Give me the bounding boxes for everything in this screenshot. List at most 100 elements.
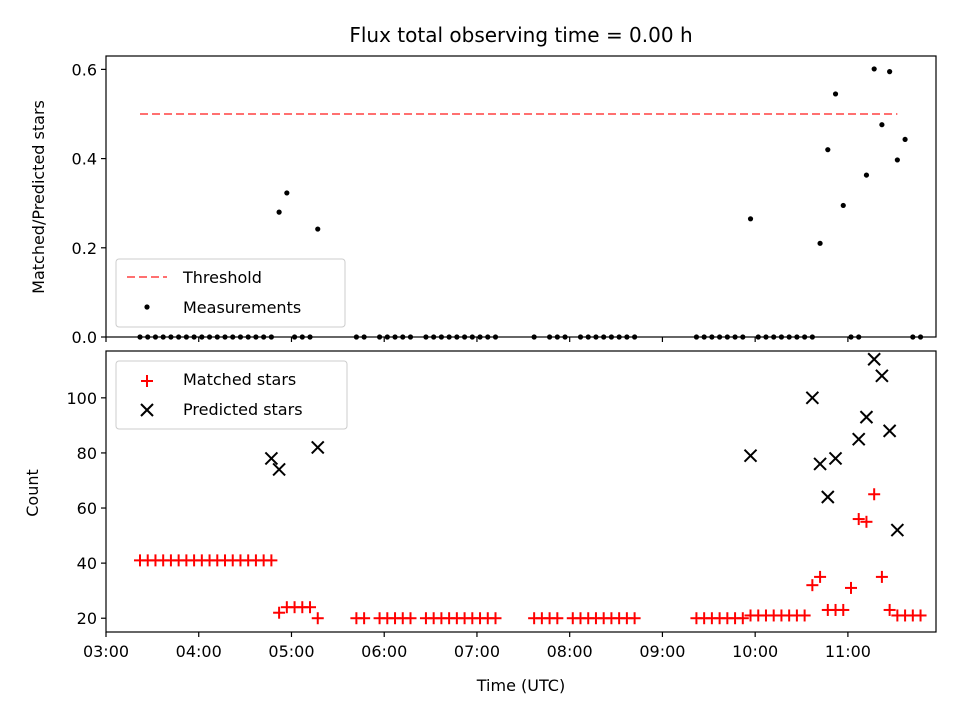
matched-star-marker	[868, 488, 881, 501]
top-y-tick-label: 0.4	[72, 150, 97, 169]
bottom-y-tick-label: 60	[77, 499, 97, 518]
top-x-axis	[105, 337, 849, 342]
matched-star-marker	[798, 609, 811, 622]
measurement-point	[809, 334, 815, 340]
measurement-point	[307, 334, 313, 340]
measurement-point	[168, 334, 174, 340]
matched-star-marker	[875, 570, 888, 583]
legend-matched-label: Matched stars	[183, 370, 296, 389]
measurement-point	[384, 334, 390, 340]
predicted-star-marker	[882, 424, 897, 438]
predicted-star-marker	[311, 440, 325, 455]
measurement-point	[160, 334, 166, 340]
measurement-point	[825, 147, 831, 153]
bottom-x-tick-label: 05:00	[268, 642, 314, 661]
predicted-star-marker	[813, 457, 827, 471]
measurement-point	[376, 334, 383, 340]
measurement-point	[701, 334, 707, 340]
measurement-point	[253, 334, 259, 340]
bottom-x-axis-label: Time (UTC)	[476, 676, 565, 695]
measurement-point	[477, 334, 483, 340]
measurement-point	[693, 334, 700, 340]
measurement-point	[856, 334, 862, 340]
measurement-point	[407, 334, 414, 340]
top-legend: Threshold Measurements	[115, 258, 346, 328]
measurement-point	[632, 334, 638, 340]
measurement-point	[585, 334, 591, 340]
measurement-point	[562, 334, 568, 340]
measurement-point	[353, 334, 359, 340]
top-y-tick-label: 0.0	[72, 328, 97, 347]
matched-star-marker	[273, 606, 286, 619]
predicted-star-marker	[852, 432, 866, 446]
measurement-point	[276, 209, 282, 215]
measurement-point	[608, 334, 615, 340]
measurement-point	[214, 334, 220, 340]
measurement-point	[145, 334, 151, 340]
bottom-y-axis-label: Count	[23, 469, 42, 517]
measurement-point	[624, 334, 630, 340]
predicted-star-marker	[264, 451, 279, 466]
measurement-point	[786, 334, 792, 340]
legend-matched-swatch	[141, 375, 153, 387]
measurement-point	[894, 157, 900, 163]
top-plot-frame	[105, 55, 937, 338]
bottom-legend: Matched stars Predicted stars	[115, 360, 348, 430]
measurement-point	[802, 334, 808, 340]
measurement-point	[485, 334, 491, 340]
measurement-point	[902, 136, 908, 143]
matched-star-marker	[404, 612, 417, 625]
predicted-stars-series	[264, 352, 905, 537]
measurement-point	[531, 334, 537, 340]
measurement-point	[423, 334, 429, 340]
bottom-y-tick-label: 100	[66, 389, 97, 408]
predicted-star-marker	[867, 352, 881, 366]
bottom-y-axis: 20 40 60 80 100	[66, 389, 106, 628]
matched-star-marker	[311, 612, 324, 625]
measurement-point	[206, 334, 213, 340]
bottom-y-tick-label: 40	[77, 554, 97, 573]
measurement-point	[778, 334, 785, 340]
measurement-point	[601, 334, 607, 340]
legend-predicted-label: Predicted stars	[183, 400, 303, 419]
matched-star-marker	[844, 581, 857, 594]
matched-star-marker	[358, 612, 371, 625]
measurement-point	[199, 334, 205, 340]
bottom-x-tick-label: 09:00	[639, 642, 685, 661]
measurement-point	[887, 69, 893, 75]
measurement-point	[361, 334, 367, 340]
measurement-point	[917, 334, 924, 340]
bottom-x-tick-label: 03:00	[83, 642, 129, 661]
top-y-axis-label: Matched/Predicted stars	[29, 100, 48, 294]
measurement-point	[840, 202, 846, 209]
matched-star-marker	[852, 513, 865, 526]
bottom-y-tick-label: 20	[77, 609, 97, 628]
bottom-x-tick-label: 04:00	[176, 642, 222, 661]
measurement-point	[771, 334, 777, 340]
measurement-point	[284, 190, 290, 196]
measurement-point	[183, 334, 189, 340]
matched-star-marker	[814, 570, 827, 583]
measurement-point	[732, 334, 738, 340]
matched-star-marker	[304, 601, 317, 614]
measurement-point	[245, 334, 251, 340]
measurement-point	[910, 334, 916, 340]
measurement-point	[261, 334, 267, 340]
matched-star-marker	[837, 603, 850, 616]
measurement-point	[848, 334, 854, 340]
measurement-point	[577, 334, 584, 340]
measurement-point	[291, 334, 298, 340]
measurement-point	[794, 334, 800, 340]
measurement-point	[871, 66, 877, 72]
top-y-tick-label: 0.6	[72, 60, 97, 79]
matched-star-marker	[265, 554, 278, 567]
measurement-point	[446, 334, 452, 340]
legend-measurements-swatch	[144, 304, 150, 310]
predicted-star-marker	[875, 369, 889, 383]
bottom-panel: 20 40 60 80 100 03:00 04:00 05:00 06:00 07:00 08:…	[23, 350, 937, 695]
bottom-plot-frame	[105, 350, 937, 633]
measurement-point	[469, 334, 475, 340]
measurements-series	[137, 66, 924, 340]
measurement-point	[717, 334, 723, 340]
